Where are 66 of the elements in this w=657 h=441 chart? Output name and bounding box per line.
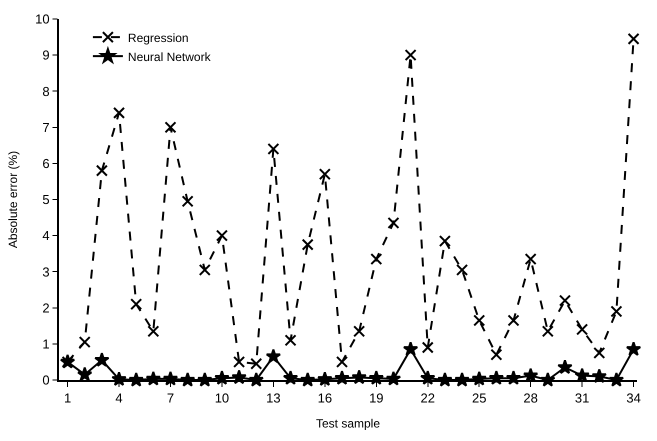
x-tick-label: 10 [214, 390, 230, 406]
y-tick-label: 7 [42, 120, 50, 135]
point [164, 121, 176, 134]
x-tick-label: 7 [166, 390, 174, 406]
point [404, 49, 417, 62]
x-axis-title: Test sample [316, 416, 380, 431]
x-tick-label: 22 [420, 390, 435, 406]
point [473, 314, 486, 326]
y-axis-title: Absolute error (%) [6, 150, 20, 248]
point [558, 294, 571, 307]
point [233, 356, 246, 368]
x-tick-label: 1 [64, 390, 72, 406]
point [78, 336, 91, 348]
y-tick-label: 3 [42, 264, 50, 280]
point [508, 314, 520, 326]
point [250, 358, 262, 370]
point [524, 253, 537, 266]
point [576, 323, 588, 336]
x-tick-label: 4 [115, 390, 123, 406]
point [130, 298, 142, 310]
legend-label: Neural Network [128, 50, 212, 64]
point [542, 325, 554, 338]
y-tick-label: 0 [42, 372, 50, 388]
point [387, 216, 400, 229]
y-tick-label: 10 [35, 12, 50, 27]
x-tick-label: 31 [574, 390, 590, 406]
point [94, 352, 110, 367]
point [456, 264, 468, 276]
y-tick-label: 8 [42, 84, 50, 99]
point [336, 356, 348, 368]
point [438, 235, 451, 248]
x-tick-label: 16 [318, 390, 332, 406]
point [216, 230, 228, 242]
point [182, 195, 194, 208]
legend-label: Regression [128, 30, 189, 45]
x-tick-label: 13 [266, 390, 281, 406]
point [610, 305, 622, 318]
y-tick-label: 1 [42, 336, 50, 352]
y-tick-label: 2 [42, 300, 50, 316]
point [318, 168, 331, 180]
point [353, 325, 366, 338]
point [113, 106, 126, 119]
x-tick-label: 19 [369, 390, 384, 406]
point [284, 334, 297, 346]
point [77, 366, 92, 382]
point [147, 325, 160, 338]
point [370, 253, 382, 266]
point [628, 32, 640, 45]
x-tick-label: 34 [626, 390, 641, 406]
point [96, 164, 108, 177]
y-tick-label: 6 [42, 156, 50, 171]
point [557, 359, 573, 374]
y-tick-label: 9 [42, 48, 50, 63]
point [626, 341, 642, 356]
point [302, 238, 314, 251]
point [402, 341, 418, 356]
point [198, 264, 211, 276]
x-tick-label: 28 [523, 390, 538, 406]
point [490, 348, 502, 361]
x-tick-label: 25 [472, 390, 486, 406]
point [266, 348, 282, 364]
point [593, 346, 606, 359]
point [267, 142, 280, 155]
y-tick-label: 4 [42, 228, 50, 244]
y-tick-label: 5 [42, 192, 50, 208]
point [422, 342, 434, 354]
